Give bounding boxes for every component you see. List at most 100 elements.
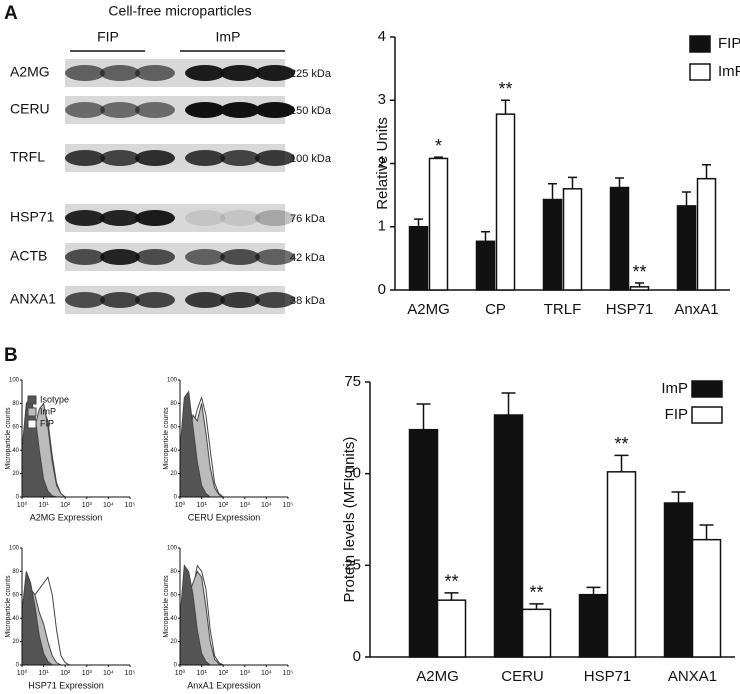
blot-size-label: 42 kDa: [290, 252, 326, 264]
y-tick-label: 0: [378, 281, 386, 298]
legend-swatch: [27, 419, 37, 429]
x-tick-label: 10¹: [39, 502, 50, 509]
y-tick-label: 100: [9, 378, 20, 384]
y-tick-label: 80: [12, 401, 19, 407]
x-tick-label: 10⁰: [17, 669, 28, 677]
y-tick-label: 60: [170, 592, 177, 598]
y-tick-label: 50: [344, 465, 361, 482]
blot-band: [255, 249, 295, 265]
y-tick-label: 0: [353, 648, 361, 665]
blot-band: [100, 150, 140, 166]
y-tick-label: 40: [12, 616, 19, 622]
x-tick-label: 10⁰: [175, 669, 186, 677]
y-tick-label: 60: [170, 424, 177, 430]
y-axis-label: Microparticle counts: [5, 575, 12, 638]
bar: [521, 608, 552, 658]
y-tick-label: 100: [167, 378, 178, 384]
x-tick-label: 10¹: [197, 670, 208, 677]
y-tick-label: 0: [174, 495, 178, 501]
x-tick-label: 10¹: [197, 502, 208, 509]
y-axis-label: Relative Units: [374, 117, 391, 210]
y-tick-label: 20: [12, 639, 19, 645]
blot-band: [135, 102, 175, 118]
blot-band: [185, 292, 225, 308]
y-tick-label: 80: [170, 401, 177, 407]
bar: [495, 113, 516, 291]
y-tick-label: 60: [12, 424, 19, 430]
blot-band: [65, 102, 105, 118]
x-tick-label: 10⁰: [175, 501, 186, 509]
blot-band: [135, 249, 175, 265]
significance-mark: *: [435, 136, 442, 156]
y-axis-label: Microparticle counts: [5, 407, 12, 470]
y-tick-label: 80: [12, 569, 19, 575]
error-bar: [414, 218, 423, 227]
y-axis-label: Protein levels (MFI units): [341, 437, 358, 603]
y-tick-label: 25: [344, 556, 361, 573]
y-tick-label: 40: [170, 448, 177, 454]
bar: [578, 593, 609, 658]
bar: [562, 188, 583, 291]
error-bar: [671, 491, 686, 503]
blot-band: [255, 292, 295, 308]
x-tick-label: TRLF: [544, 301, 582, 318]
blot-band: [185, 65, 225, 81]
y-tick-label: 4: [378, 28, 386, 45]
x-tick-label: 10²: [60, 502, 71, 509]
x-tick-label: 10⁵: [125, 502, 136, 509]
bar: [691, 538, 722, 658]
blot-band: [65, 210, 105, 226]
x-tick-label: 10²: [218, 502, 229, 509]
blot-band: [135, 292, 175, 308]
x-tick-label: 10³: [82, 502, 93, 509]
error-bar: [615, 177, 624, 188]
y-tick-label: 40: [170, 616, 177, 622]
blot-band: [220, 65, 260, 81]
y-tick-label: 3: [378, 91, 386, 108]
x-tick-label: 10³: [240, 670, 251, 677]
blot-band: [185, 102, 225, 118]
legend-label: FIP: [718, 35, 740, 52]
bar: [663, 502, 694, 658]
x-tick-label: 10²: [218, 670, 229, 677]
blot-band: [100, 65, 140, 81]
blot-band: [220, 210, 260, 226]
blot-band: [135, 210, 175, 226]
blot-band: [220, 249, 260, 265]
x-tick-label: 10⁴: [103, 502, 114, 509]
x-tick-label: 10⁴: [103, 670, 114, 677]
x-axis-label: A2MG Expression: [30, 512, 103, 522]
y-tick-label: 2: [378, 154, 386, 171]
error-bar: [614, 454, 629, 472]
error-bar: [682, 191, 691, 206]
x-tick-label: HSP71: [606, 301, 654, 318]
blot-band: [65, 65, 105, 81]
error-bar: [434, 156, 443, 159]
bar: [428, 157, 449, 291]
blot-band: [220, 150, 260, 166]
legend-label: ImP: [718, 63, 740, 80]
blot-band: [65, 150, 105, 166]
blot-title: Cell-free microparticles: [108, 3, 251, 19]
blot-band: [255, 65, 295, 81]
y-axis-label: Microparticle counts: [163, 407, 170, 470]
blot-band: [185, 249, 225, 265]
blot-size-label: 150 kDa: [290, 105, 332, 117]
error-bar: [548, 182, 557, 200]
bar: [629, 286, 650, 291]
blot-row-label: HSP71: [10, 209, 55, 225]
blot-row-label: A2MG: [10, 64, 50, 80]
y-tick-label: 0: [16, 663, 20, 669]
x-tick-label: 10³: [240, 502, 251, 509]
significance-mark: **: [614, 434, 628, 454]
error-bar: [481, 231, 490, 242]
error-bar: [501, 99, 510, 115]
blot-size-label: 38 kDa: [290, 295, 326, 307]
legend-label: Isotype: [40, 394, 69, 404]
blot-size-label: 76 kDa: [290, 213, 326, 225]
error-bar: [501, 392, 516, 415]
x-tick-label: 10⁰: [17, 501, 28, 509]
panel-label: B: [4, 345, 18, 366]
x-tick-label: 10⁴: [261, 670, 272, 677]
y-tick-label: 0: [16, 495, 20, 501]
